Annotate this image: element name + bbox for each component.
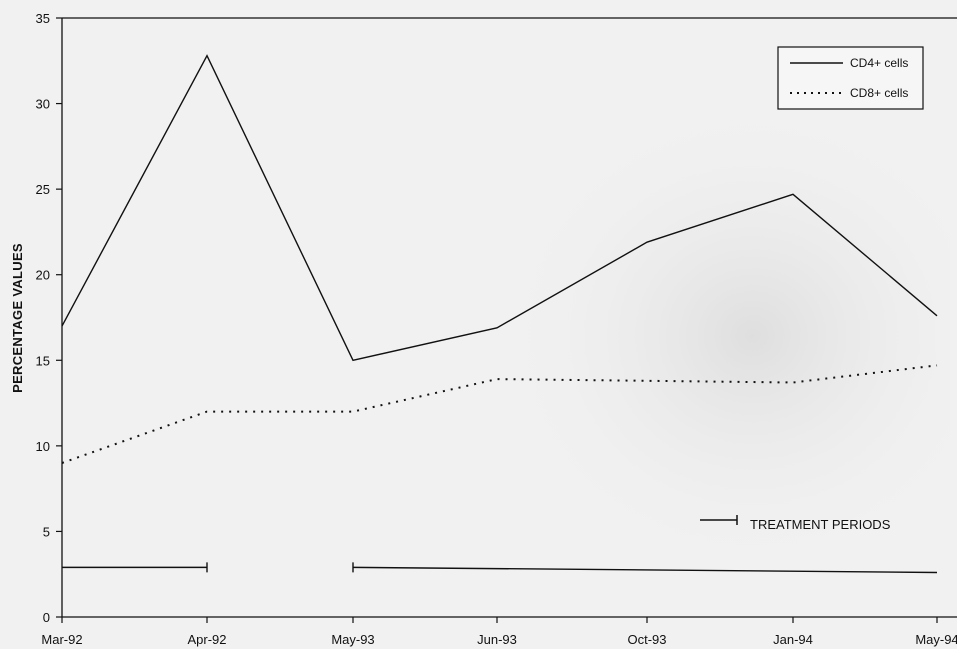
y-tick-label: 0	[43, 610, 50, 625]
y-tick-label: 5	[43, 524, 50, 539]
y-tick-label: 15	[36, 353, 50, 368]
y-tick-label: 30	[36, 97, 50, 112]
plot-frame	[61, 17, 957, 618]
y-axis-title: PERCENTAGE VALUES	[10, 243, 25, 393]
legend-box	[777, 46, 924, 110]
x-tick-label: Jan-94	[773, 632, 813, 647]
treatment-period-line	[352, 566, 938, 574]
x-axis: Mar-92 Apr-92 May-93 Jun-93 Oct-93 Jan-94 May-…	[41, 617, 957, 647]
y-tick-label: 35	[36, 11, 50, 26]
legend-label-cd8: CD8+ cells	[850, 86, 908, 100]
x-tick-label: May-93	[331, 632, 374, 647]
treatment-legend: TREATMENT PERIODS	[700, 515, 891, 532]
y-tick-label: 10	[36, 439, 50, 454]
x-tick-label: Apr-92	[187, 632, 226, 647]
x-tick-label: Oct-93	[627, 632, 666, 647]
treatment-legend-label: TREATMENT PERIODS	[750, 517, 891, 532]
y-tick-label: 20	[36, 268, 50, 283]
series-layer	[61, 54, 938, 464]
legend: CD4+ cells CD8+ cells	[777, 46, 924, 110]
x-tick-label: Mar-92	[41, 632, 82, 647]
x-tick-label: Jun-93	[477, 632, 517, 647]
y-tick-label: 25	[36, 182, 50, 197]
x-tick-label: May-94	[915, 632, 957, 647]
y-axis: 0 5 10 15 20 25 30 35	[36, 11, 62, 625]
treatment-layer	[62, 562, 938, 574]
legend-label-cd4: CD4+ cells	[850, 56, 908, 70]
plot-shading	[430, 120, 950, 600]
